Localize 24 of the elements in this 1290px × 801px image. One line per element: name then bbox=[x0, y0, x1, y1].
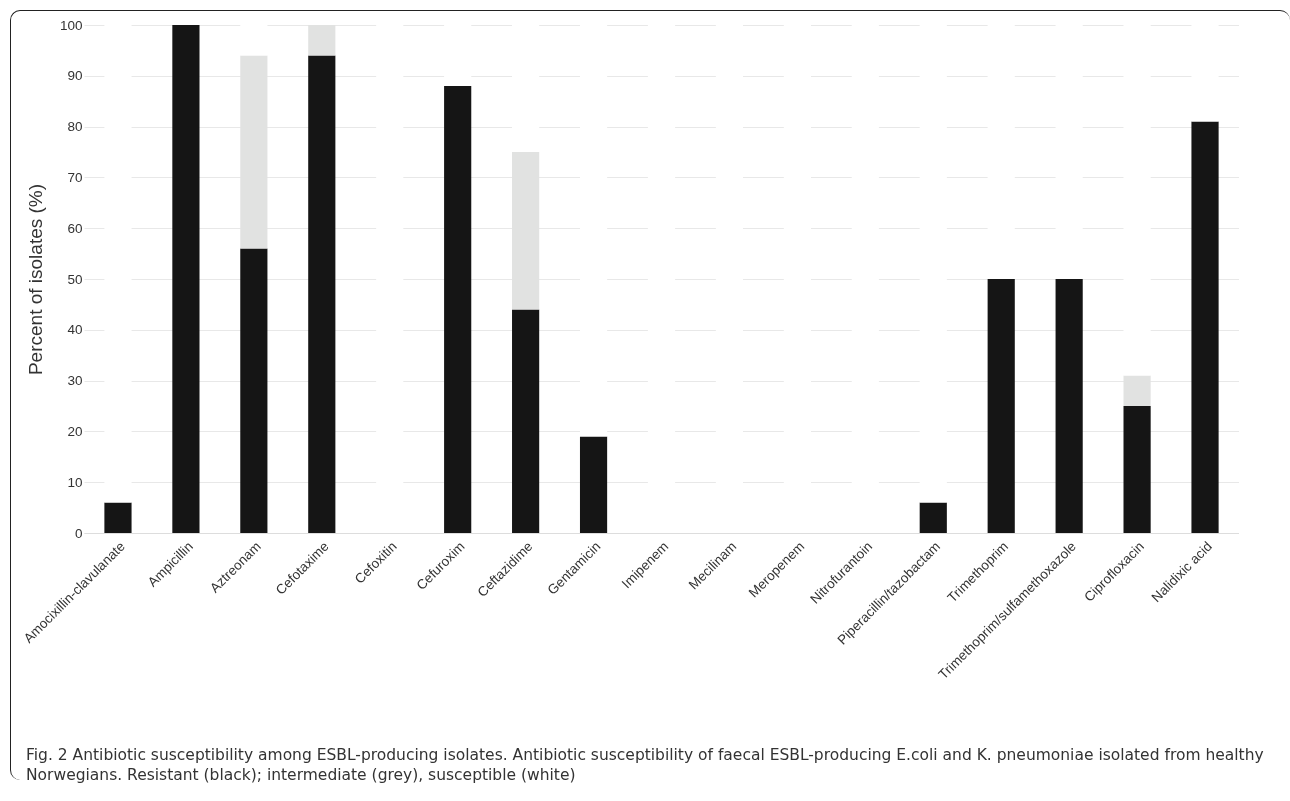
bar bbox=[579, 436, 608, 533]
y-tick-label: 40 bbox=[67, 322, 83, 338]
bar bbox=[444, 85, 472, 533]
y-tick-label: 10 bbox=[67, 474, 83, 490]
bar bbox=[240, 248, 268, 533]
bar bbox=[1123, 406, 1151, 533]
bar bbox=[1055, 279, 1083, 533]
y-tick-label: 0 bbox=[74, 525, 83, 541]
bar bbox=[104, 502, 132, 533]
bar bbox=[987, 279, 1015, 533]
y-tick-label: 70 bbox=[67, 169, 83, 185]
y-axis-title: Percent of isolates (%) bbox=[24, 183, 46, 376]
y-tick-label: 30 bbox=[67, 373, 83, 389]
bar bbox=[919, 502, 947, 533]
bar bbox=[512, 309, 540, 533]
y-tick-label: 100 bbox=[59, 17, 83, 33]
bar bbox=[172, 25, 200, 533]
caption: Fig. 2 Antibiotic susceptibility among ESBL-producing isolates. Antibiotic susceptibility of faecal ESBL-producing E.coli and K. pneumoniae isolated from healthy Norwegians. Resistant (black); intermediate (grey), susceptible (white) bbox=[26, 745, 1265, 786]
y-tick-label: 50 bbox=[67, 271, 83, 287]
y-tick-label: 80 bbox=[67, 119, 83, 135]
y-tick-label: 60 bbox=[67, 220, 83, 236]
bar bbox=[308, 55, 336, 533]
y-tick-label: 20 bbox=[67, 423, 83, 439]
y-tick-label: 90 bbox=[67, 68, 83, 84]
